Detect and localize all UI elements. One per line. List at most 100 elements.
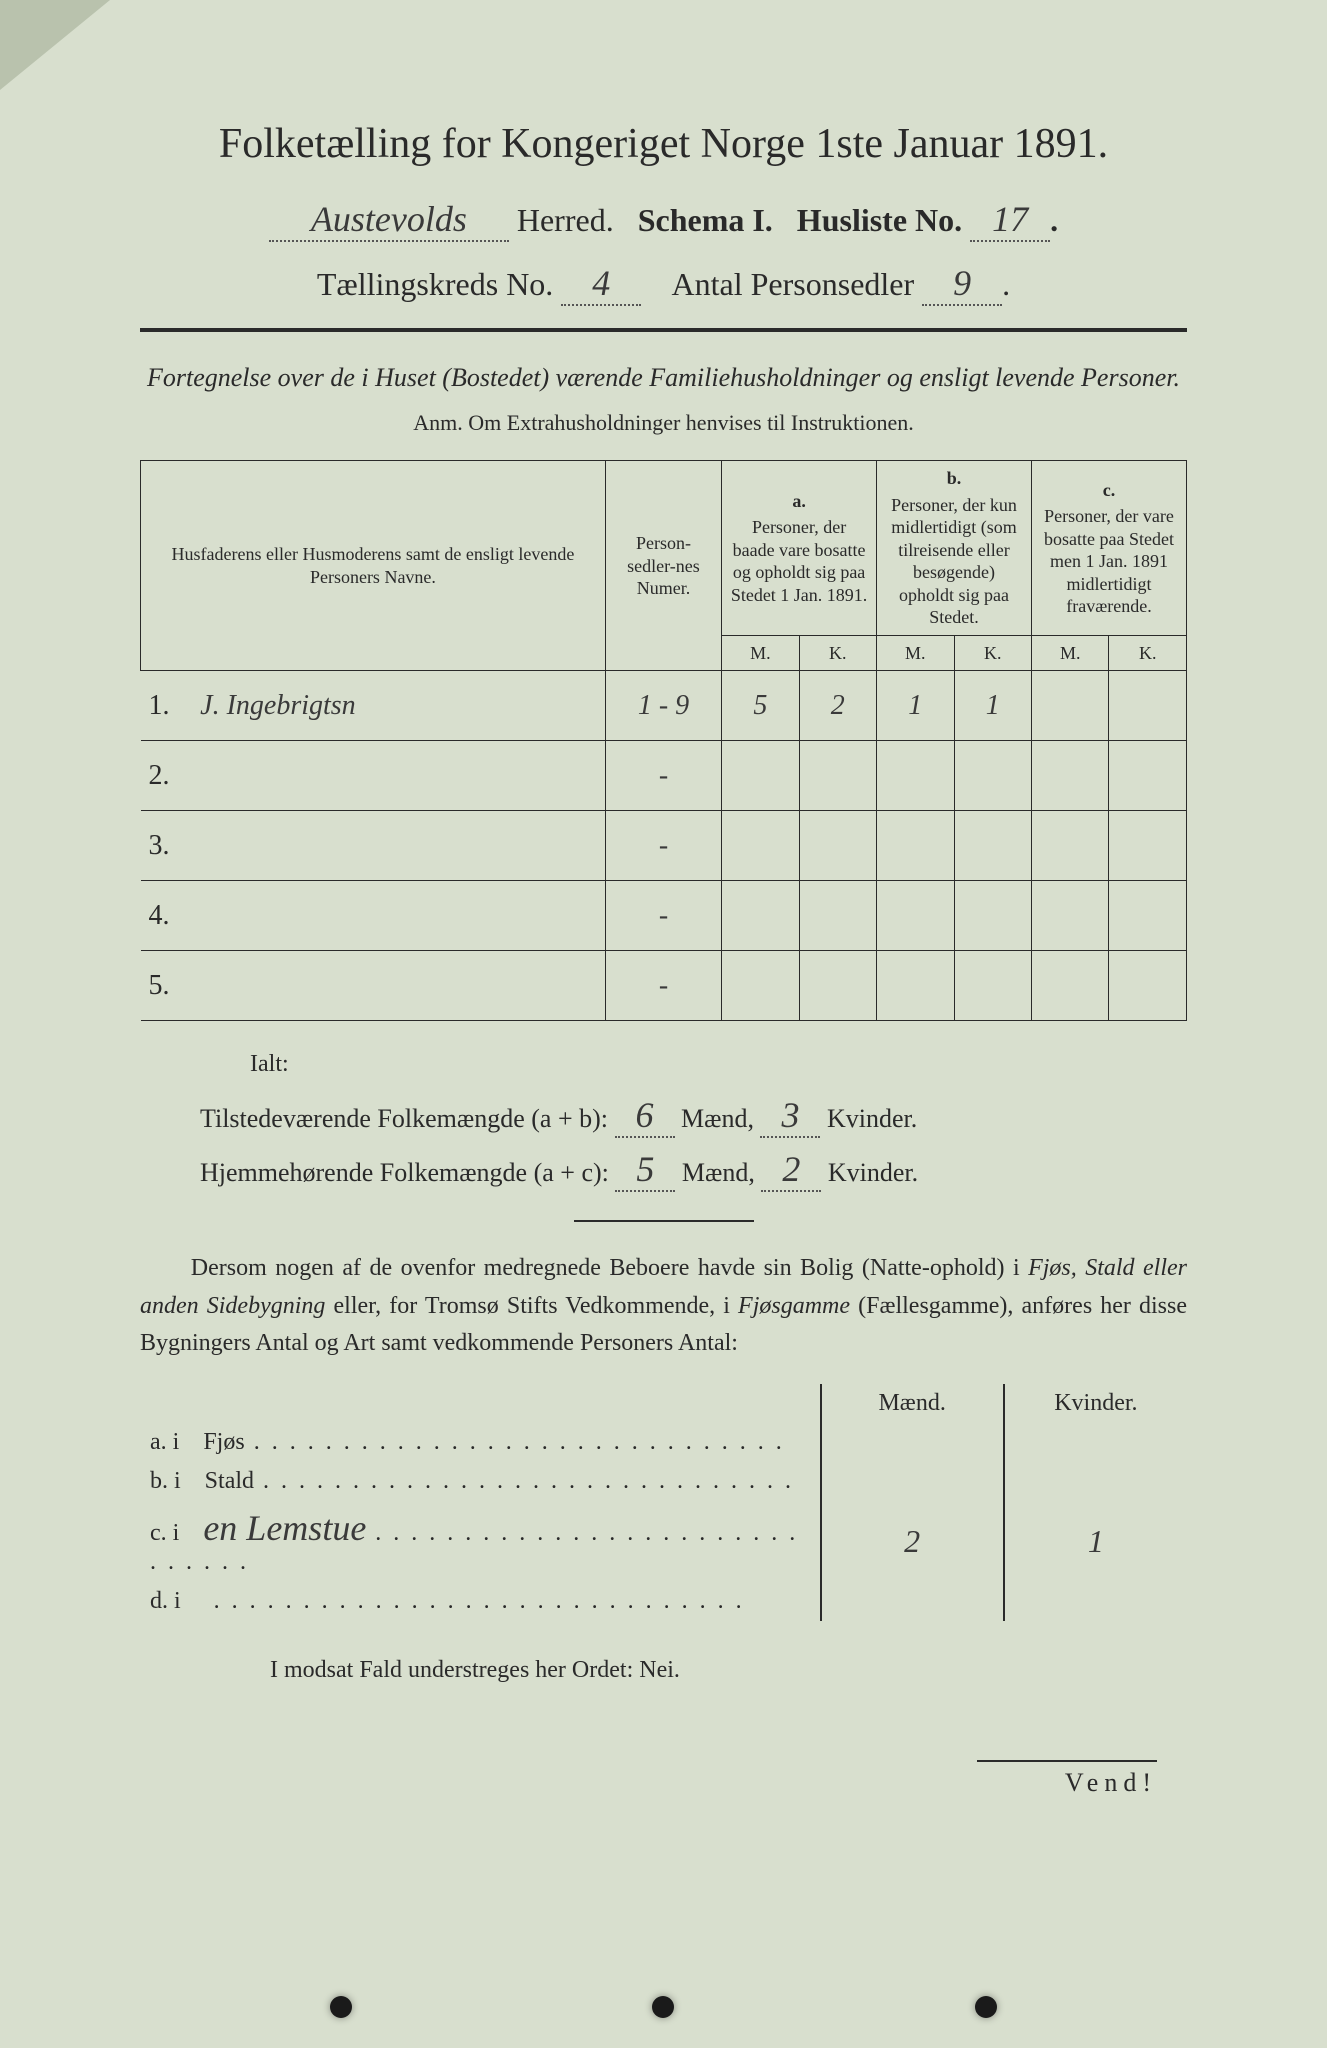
sidebuild-row: b. i Stald . . . . . . . . . . . . . . .… <box>140 1462 1187 1501</box>
page-title: Folketælling for Kongeriget Norge 1ste J… <box>140 120 1187 168</box>
hole-icon <box>330 1996 352 2018</box>
side-k: 1 <box>1004 1501 1187 1582</box>
row-bm <box>877 951 954 1021</box>
row-cm <box>1031 951 1108 1021</box>
side-k <box>1004 1582 1187 1621</box>
col-c: c. Personer, der vare bosatte paa Stedet… <box>1031 461 1186 636</box>
row-cm <box>1031 881 1108 951</box>
sidebuild-row: a. i Fjøs . . . . . . . . . . . . . . . … <box>140 1423 1187 1462</box>
vend-label: Vend! <box>977 1760 1157 1798</box>
col-b-k: K. <box>954 635 1031 671</box>
table-row: 3. - <box>141 811 1187 881</box>
herred-label: Herred. <box>517 202 614 238</box>
table-row: 5. - <box>141 951 1187 1021</box>
hole-icon <box>652 1996 674 2018</box>
row-ck <box>1109 951 1187 1021</box>
side-m: 2 <box>821 1501 1004 1582</box>
row-number: 1. <box>141 671 193 741</box>
kreds-no: 4 <box>561 262 641 306</box>
schema-label: Schema I. <box>638 202 773 238</box>
row-name <box>192 811 605 881</box>
side-label: b. i Stald . . . . . . . . . . . . . . .… <box>140 1462 821 1501</box>
ialt-label: Ialt: <box>250 1051 1187 1078</box>
sidebuild-table: Mænd. Kvinder. a. i Fjøs . . . . . . . .… <box>140 1384 1187 1621</box>
binding-holes <box>0 1996 1327 2018</box>
row-am <box>722 881 799 951</box>
table-row: 4.- <box>141 881 1187 951</box>
row-am <box>722 741 799 811</box>
row-name <box>192 881 605 951</box>
row-am: 5 <box>722 671 799 741</box>
row-bk <box>954 741 1031 811</box>
row-cm <box>1031 741 1108 811</box>
husliste-no: 17 <box>970 198 1050 242</box>
sum2-m: 5 <box>615 1148 675 1192</box>
row-bm <box>877 811 954 881</box>
col-a-k: K. <box>799 635 876 671</box>
side-label: c. i en Lemstue . . . . . . . . . . . . … <box>140 1501 821 1582</box>
modsat-line: I modsat Fald understreges her Ordet: Ne… <box>270 1657 1187 1684</box>
row-bk <box>954 811 1031 881</box>
row-name <box>192 951 605 1021</box>
col-name: Husfaderens eller Husmoderens samt de en… <box>141 461 606 671</box>
row-bm: 1 <box>877 671 954 741</box>
row-pers: 1 - 9 <box>605 671 721 741</box>
side-head-m: Mænd. <box>821 1384 1004 1423</box>
row-pers: - <box>605 881 721 951</box>
row-ak <box>799 811 876 881</box>
side-m <box>821 1582 1004 1621</box>
row-am <box>722 951 799 1021</box>
row-ak: 2 <box>799 671 876 741</box>
col-b-m: M. <box>877 635 954 671</box>
husliste-label: Husliste No. <box>797 202 962 238</box>
rule-1 <box>140 328 1187 332</box>
row-am <box>722 811 799 881</box>
row-number: 2. <box>141 741 193 811</box>
rule-short <box>574 1220 754 1222</box>
side-label: a. i Fjøs . . . . . . . . . . . . . . . … <box>140 1423 821 1462</box>
sum1-m: 6 <box>615 1094 675 1138</box>
antal-no: 9 <box>922 262 1002 306</box>
row-pers: - <box>605 741 721 811</box>
col-c-k: K. <box>1109 635 1187 671</box>
row-ak <box>799 741 876 811</box>
col-pers: Person-sedler-nes Numer. <box>605 461 721 671</box>
row-bk <box>954 951 1031 1021</box>
table-row: 2. - <box>141 741 1187 811</box>
side-label: d. i . . . . . . . . . . . . . . . . . .… <box>140 1582 821 1621</box>
sum1-k: 3 <box>760 1094 820 1138</box>
side-k <box>1004 1462 1187 1501</box>
col-c-m: M. <box>1031 635 1108 671</box>
row-ak <box>799 951 876 1021</box>
side-m <box>821 1423 1004 1462</box>
row-pers: - <box>605 811 721 881</box>
row-ck <box>1109 881 1187 951</box>
anm-line: Anm. Om Extrahusholdninger henvises til … <box>140 410 1187 436</box>
header-line-1: Austevolds Herred. Schema I. Husliste No… <box>140 198 1187 242</box>
row-ck <box>1109 741 1187 811</box>
row-ck <box>1109 811 1187 881</box>
row-ck <box>1109 671 1187 741</box>
sidebuild-row: d. i . . . . . . . . . . . . . . . . . .… <box>140 1582 1187 1621</box>
row-pers: - <box>605 951 721 1021</box>
row-number: 3. <box>141 811 193 881</box>
row-bm <box>877 741 954 811</box>
sum2-k: 2 <box>761 1148 821 1192</box>
page-dogear <box>0 0 110 90</box>
col-b: b. Personer, der kun midlertidigt (som t… <box>877 461 1032 636</box>
col-a: a. Personer, der baade vare bosatte og o… <box>722 461 877 636</box>
side-m <box>821 1462 1004 1501</box>
row-ak <box>799 881 876 951</box>
side-k <box>1004 1423 1187 1462</box>
row-name: J. Ingebrigtsn <box>192 671 605 741</box>
row-number: 5. <box>141 951 193 1021</box>
herred-value: Austevolds <box>269 198 509 242</box>
sidebuild-row: c. i en Lemstue . . . . . . . . . . . . … <box>140 1501 1187 1582</box>
sum-line-2: Hjemmehørende Folkemængde (a + c): 5 Mæn… <box>200 1148 1187 1192</box>
row-bk <box>954 881 1031 951</box>
hole-icon <box>975 1996 997 2018</box>
subtitle: Fortegnelse over de i Huset (Bostedet) v… <box>140 360 1187 396</box>
table-row: 1.J. Ingebrigtsn1 - 95211 <box>141 671 1187 741</box>
sum-line-1: Tilstedeværende Folkemængde (a + b): 6 M… <box>200 1094 1187 1138</box>
col-a-m: M. <box>722 635 799 671</box>
